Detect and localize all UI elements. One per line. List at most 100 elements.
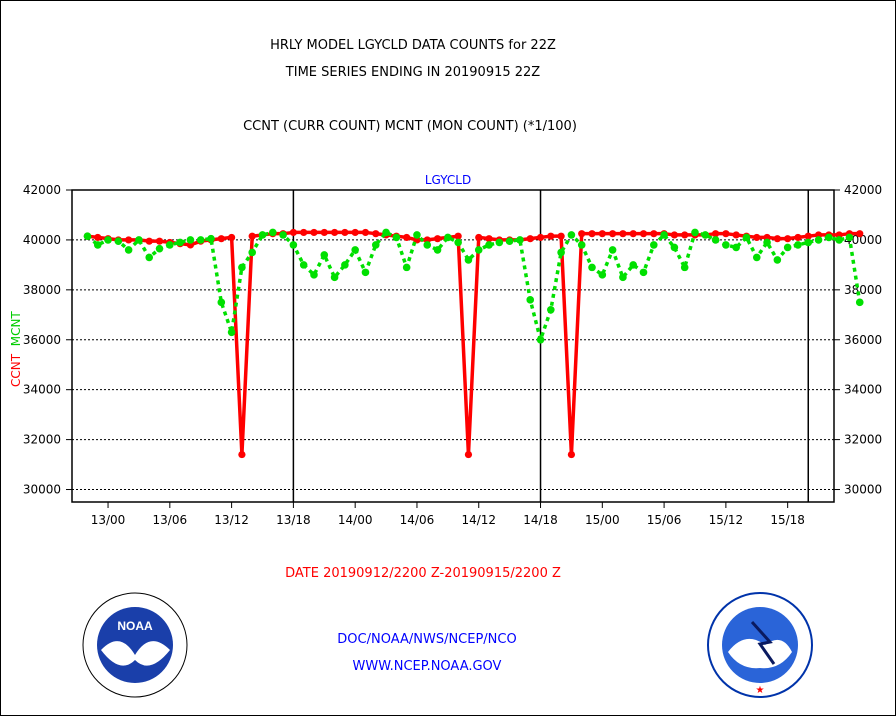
series-line-mcnt	[86, 230, 862, 342]
data-point-mcnt	[804, 238, 813, 247]
data-point-mcnt	[433, 246, 442, 254]
data-point-mcnt	[619, 273, 627, 282]
data-point-ccnt	[526, 235, 534, 243]
data-point-mcnt	[783, 243, 792, 252]
y-tick-label-right: 30000	[844, 483, 882, 497]
data-point-mcnt	[845, 233, 854, 242]
footer-org: DOC/NOAA/NWS/NCEP/NCO	[337, 632, 517, 647]
y-tick-label-right: 34000	[844, 383, 882, 397]
data-point-mcnt	[454, 238, 462, 247]
data-point-mcnt	[310, 271, 318, 279]
data-point-mcnt	[649, 241, 658, 249]
data-point-mcnt	[382, 228, 390, 237]
data-point-mcnt	[835, 236, 843, 244]
data-point-mcnt	[711, 236, 720, 244]
data-point-ccnt	[464, 450, 473, 459]
data-point-mcnt	[763, 238, 771, 247]
data-point-ccnt	[784, 235, 792, 243]
chart-header-line3: CCNT (CURR COUNT) MCNT (MON COUNT) (*1/1…	[243, 119, 577, 134]
data-point-ccnt	[773, 235, 781, 243]
data-point-mcnt	[567, 231, 576, 239]
data-point-ccnt	[650, 230, 658, 238]
data-point-ccnt	[248, 232, 256, 240]
data-point-mcnt	[248, 248, 257, 257]
data-point-ccnt	[557, 232, 565, 240]
data-point-mcnt	[351, 246, 359, 254]
data-point-mcnt	[186, 236, 195, 244]
data-point-mcnt	[660, 231, 668, 239]
data-point-mcnt	[114, 237, 123, 245]
data-point-mcnt	[299, 261, 308, 269]
data-point-ccnt	[567, 450, 576, 459]
data-point-mcnt	[526, 296, 535, 304]
data-point-ccnt	[670, 231, 678, 239]
data-point-ccnt	[238, 450, 246, 459]
chart-header-line2: TIME SERIES ENDING IN 20190915 22Z	[285, 65, 541, 80]
y-tick-label-left: 34000	[23, 383, 61, 397]
series-line-ccnt	[87, 230, 860, 457]
x-tick-label: 15/18	[770, 513, 805, 527]
x-tick-label: 13/18	[276, 513, 311, 527]
data-point-ccnt	[485, 235, 493, 243]
data-point-ccnt	[289, 228, 297, 237]
data-point-ccnt	[547, 232, 555, 240]
data-point-mcnt	[413, 231, 421, 239]
footer-url: WWW.NCEP.NOAA.GOV	[352, 659, 502, 674]
data-point-mcnt	[588, 263, 596, 272]
data-point-mcnt	[825, 233, 833, 242]
data-point-ccnt	[351, 228, 359, 237]
x-tick-label: 13/12	[214, 513, 249, 527]
y-tick-label-right: 40000	[844, 233, 882, 247]
data-point-mcnt	[505, 237, 514, 245]
data-point-mcnt	[598, 271, 607, 279]
y-tick-label-right: 42000	[844, 183, 882, 197]
x-tick-label: 14/00	[338, 513, 373, 527]
data-point-mcnt	[361, 268, 370, 277]
data-point-mcnt	[176, 238, 184, 247]
data-point-ccnt	[330, 228, 339, 237]
data-point-mcnt	[423, 241, 432, 249]
x-tick-label: 14/18	[523, 513, 558, 527]
y-tick-label-left: 32000	[23, 433, 61, 447]
data-point-ccnt	[598, 230, 606, 238]
data-point-ccnt	[361, 228, 370, 237]
data-point-mcnt	[289, 241, 298, 249]
data-point-mcnt	[608, 246, 617, 254]
data-point-mcnt	[227, 328, 236, 337]
y-tick-label-left: 42000	[23, 183, 61, 197]
data-point-ccnt	[588, 230, 596, 238]
data-point-mcnt	[855, 298, 864, 307]
y-tick-label-right: 36000	[844, 333, 882, 347]
date-range: DATE 20190912/2200 Z-20190915/2200 Z	[285, 566, 561, 581]
x-tick-label: 13/00	[91, 513, 126, 527]
data-point-ccnt	[310, 228, 318, 237]
data-point-ccnt	[629, 230, 637, 238]
y-tick-label-left: 38000	[23, 283, 61, 297]
data-point-mcnt	[196, 236, 205, 244]
data-point-ccnt	[125, 236, 133, 244]
data-point-ccnt	[609, 230, 617, 238]
data-point-ccnt	[681, 231, 689, 239]
data-point-mcnt	[104, 236, 112, 244]
data-point-ccnt	[536, 233, 545, 242]
data-point-ccnt	[145, 237, 153, 245]
data-point-ccnt	[320, 228, 328, 237]
data-point-mcnt	[330, 273, 339, 282]
data-point-ccnt	[433, 235, 442, 243]
data-point-mcnt	[207, 234, 215, 243]
data-point-ccnt	[155, 237, 164, 245]
data-point-ccnt	[732, 231, 740, 239]
data-point-mcnt	[166, 241, 174, 249]
data-point-ccnt	[578, 230, 586, 238]
data-point-mcnt	[752, 253, 761, 262]
data-point-mcnt	[279, 231, 287, 239]
chart-title: LGYCLD	[424, 173, 472, 187]
x-tick-label: 13/06	[153, 513, 188, 527]
data-point-mcnt	[464, 256, 473, 264]
data-point-mcnt	[536, 335, 545, 344]
data-point-mcnt	[238, 263, 246, 272]
data-point-mcnt	[474, 246, 483, 254]
x-tick-label: 15/00	[585, 513, 620, 527]
data-point-ccnt	[454, 232, 462, 240]
data-point-mcnt	[155, 244, 164, 253]
